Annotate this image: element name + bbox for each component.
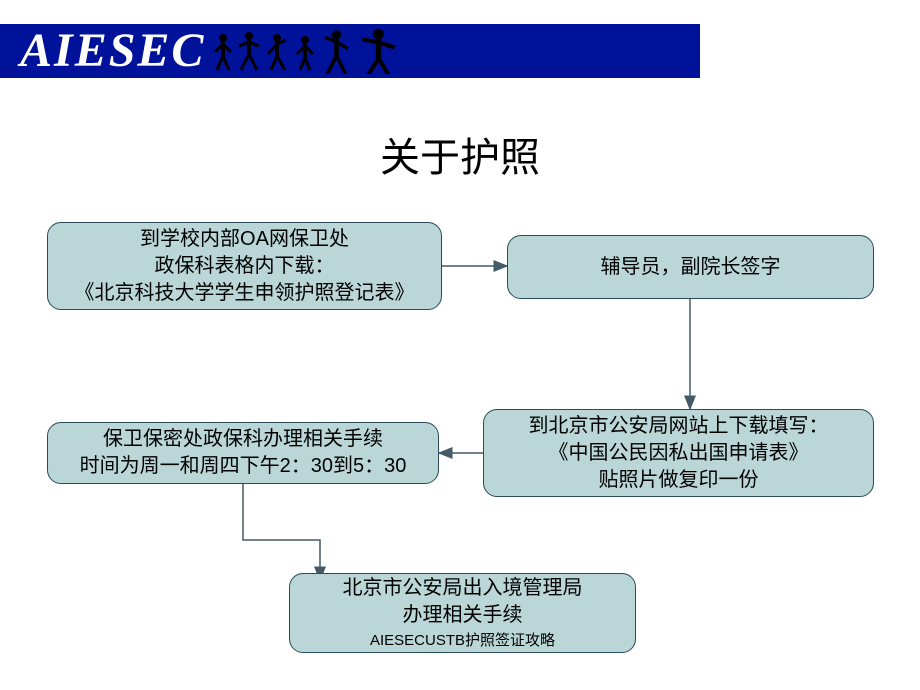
flow-node-text: 贴照片做复印一份 [599,467,759,494]
page-title: 关于护照 [0,125,920,183]
flow-node-text: 政保科表格内下载： [155,253,335,280]
flow-node-n4: 保卫保密处政保科办理相关手续时间为周一和周四下午2：30到5：30 [47,422,439,484]
people-silhouettes-icon [213,28,433,74]
flow-node-text: 到学校内部OA网保卫处 [140,226,349,253]
flow-node-text: 办理相关手续 [403,602,523,629]
flow-node-text: 《北京科技大学学生申领护照登记表》 [75,280,415,307]
flow-node-subtext: AIESECUSTB护照签证攻略 [370,631,555,651]
flow-node-n2: 辅导员，副院长签字 [507,235,874,299]
flow-node-text: 辅导员，副院长签字 [601,254,781,281]
flow-node-text: 时间为周一和周四下午2：30到5：30 [80,453,407,480]
flow-node-text: 到北京市公安局网站上下载填写： [529,413,829,440]
flow-node-n1: 到学校内部OA网保卫处政保科表格内下载：《北京科技大学学生申领护照登记表》 [47,222,442,310]
logo-text: AIESEC [20,27,205,75]
header-banner: AIESEC [0,24,700,78]
flow-node-n5: 北京市公安局出入境管理局办理相关手续AIESECUSTB护照签证攻略 [289,573,636,653]
flow-edge-n4-n5 [243,484,320,580]
flow-node-n3: 到北京市公安局网站上下载填写：《中国公民因私出国申请表》贴照片做复印一份 [483,409,874,497]
flow-node-text: 保卫保密处政保科办理相关手续 [103,426,383,453]
flow-node-text: 北京市公安局出入境管理局 [343,575,583,602]
flow-node-text: 《中国公民因私出国申请表》 [549,440,809,467]
